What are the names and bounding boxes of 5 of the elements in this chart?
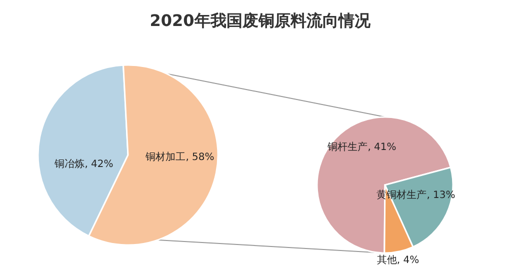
slice-label: 铜材加工, 58% (144, 151, 214, 163)
text: 2020年我国废铜原料流向情况 (150, 11, 372, 30)
slice-label: 铜冶炼, 42% (54, 158, 114, 170)
slice-label: 其他, 4% (376, 254, 420, 266)
slice-label: 铜杆生产, 41% (326, 141, 396, 153)
